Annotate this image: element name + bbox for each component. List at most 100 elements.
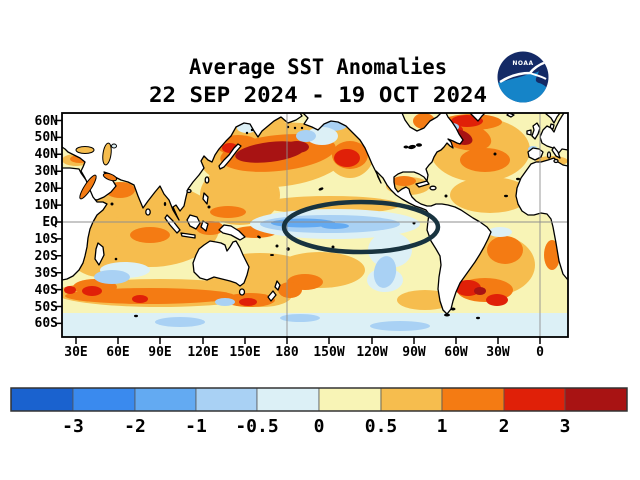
landmass-uk — [531, 122, 541, 140]
island-dot — [318, 187, 324, 191]
great-lakes — [416, 143, 422, 147]
noaa-logo-text: NOAA — [512, 60, 533, 67]
landmass-new-guinea — [218, 224, 246, 241]
gridlines — [62, 113, 568, 337]
island-dot — [134, 314, 138, 318]
landmass-cuba — [415, 180, 430, 188]
island-dot — [476, 316, 480, 320]
anomaly-blob — [215, 298, 235, 306]
colorbar: -3 -2 -1 -0.5 0 0.5 1 2 3 — [10, 387, 628, 437]
map-area — [62, 113, 568, 337]
lon-label: 30W — [486, 345, 510, 360]
island-dot — [275, 244, 279, 248]
colorbar-label: 2 — [499, 416, 510, 437]
inland-seas — [75, 142, 118, 200]
great-lakes — [408, 144, 416, 150]
landmass-africa — [62, 167, 108, 281]
anomaly-blob — [321, 223, 349, 229]
anomaly-blob — [370, 321, 430, 331]
colorbar-label: 1 — [437, 416, 448, 437]
island-dot — [257, 235, 261, 239]
landmass-sri-lanka — [145, 208, 151, 216]
lon-axis: 30E 60E 90E 120E 150E 180 150W 120W 90W … — [64, 345, 544, 360]
anomaly-blob — [474, 287, 486, 295]
chart-title: Average SST Anomalies — [189, 55, 447, 79]
lon-label: 120W — [356, 345, 387, 360]
colorbar-segment — [134, 387, 197, 412]
island-dot — [114, 257, 118, 261]
colorbar-label: 0.5 — [365, 416, 398, 437]
lon-label: 90W — [402, 345, 426, 360]
landmass-sumatra — [164, 214, 181, 234]
colorbar-frame — [10, 387, 628, 412]
landmass-taiwan — [204, 176, 210, 184]
colorbar-segment — [10, 387, 74, 412]
landmass-japan — [218, 143, 242, 170]
anomaly-blob — [278, 282, 302, 298]
anomaly-blob — [488, 227, 512, 237]
lat-label: 50S — [35, 300, 59, 315]
lat-label: 40S — [35, 283, 59, 298]
anomaly-blob — [487, 236, 523, 264]
anomaly-blob — [130, 227, 170, 243]
anomaly-blob — [296, 130, 316, 142]
lat-label: 30S — [35, 266, 59, 281]
island-dot — [245, 131, 249, 135]
landmass-greenland-tip — [469, 113, 486, 122]
colorbar-labels: -3 -2 -1 -0.5 0 0.5 1 2 3 — [62, 416, 570, 437]
colorbar-segment — [503, 387, 566, 412]
lon-label: 60E — [106, 345, 129, 360]
landmass-madagascar — [94, 242, 105, 266]
red-sea — [79, 174, 97, 200]
landmass-sardinia — [546, 151, 552, 159]
great-lakes — [403, 145, 409, 149]
colorbar-segments — [10, 387, 628, 412]
island-dot — [331, 245, 335, 249]
island-dot — [250, 128, 254, 132]
colorbar-segment — [380, 387, 443, 412]
anomaly-blob — [334, 149, 360, 167]
lon-label: 150W — [313, 345, 344, 360]
anomaly-blob — [82, 286, 102, 296]
lon-label: 180 — [275, 345, 299, 360]
lon-label: 90E — [148, 345, 171, 360]
map-border — [61, 112, 569, 338]
anomaly-blob — [94, 270, 130, 284]
island-dot — [516, 177, 520, 181]
landmass-iberia — [527, 147, 544, 161]
aral-sea — [111, 143, 117, 149]
nino-region-annotation-ellipse — [281, 199, 441, 255]
anomaly-blob — [306, 127, 338, 145]
anomaly-blob — [486, 294, 508, 306]
island-dot — [444, 194, 448, 198]
colorbar-segment — [195, 387, 258, 412]
lon-label: 60W — [444, 345, 468, 360]
anomaly-blob — [544, 240, 560, 270]
persian-gulf — [102, 172, 118, 182]
landmass-norway — [544, 113, 561, 124]
landmass-australia — [192, 240, 250, 287]
lat-label: 20S — [35, 249, 59, 264]
colorbar-segment — [318, 387, 382, 412]
lat-label: 20N — [35, 181, 59, 196]
landmass-italy — [551, 146, 561, 159]
lat-label: 40N — [35, 147, 59, 162]
colorbar-segment — [441, 387, 505, 412]
lat-label: 10N — [35, 198, 59, 213]
landmass-sulawesi — [200, 220, 209, 232]
island-dot — [293, 126, 297, 130]
island-dot — [444, 313, 450, 317]
lat-label: 30N — [35, 164, 59, 179]
landmass-new-zealand-south — [267, 290, 277, 302]
lat-label: 10S — [35, 232, 59, 247]
anomaly-blob — [285, 141, 309, 153]
island-dots — [110, 125, 520, 320]
landmass-hispaniola — [429, 185, 437, 191]
anomaly-blob — [460, 148, 510, 172]
black-sea — [75, 146, 95, 154]
lon-ticks — [75, 337, 541, 344]
anomaly-blob — [210, 206, 246, 218]
island-dot — [207, 205, 211, 209]
noaa-logo-gull-wing-icon — [529, 72, 547, 80]
